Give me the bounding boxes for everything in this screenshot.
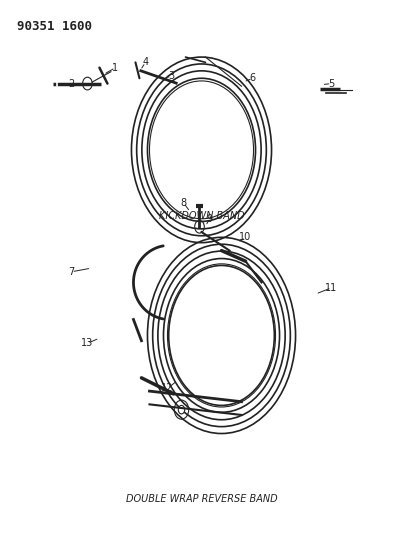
Text: DOUBLE WRAP REVERSE BAND: DOUBLE WRAP REVERSE BAND <box>126 494 277 504</box>
Text: KICKDOWN BAND: KICKDOWN BAND <box>159 211 244 221</box>
Text: 10: 10 <box>239 232 251 243</box>
Text: 2: 2 <box>68 78 75 88</box>
Text: 7: 7 <box>68 267 75 277</box>
Text: 5: 5 <box>328 78 335 88</box>
Text: 6: 6 <box>250 73 256 83</box>
Circle shape <box>178 406 185 414</box>
Text: 4: 4 <box>142 58 149 67</box>
Text: 1: 1 <box>112 63 118 72</box>
Text: 9: 9 <box>206 214 212 224</box>
Text: 11: 11 <box>326 282 338 293</box>
Text: 90351 1600: 90351 1600 <box>17 20 92 33</box>
Text: 12: 12 <box>161 383 174 393</box>
Text: 8: 8 <box>181 198 187 208</box>
Text: 13: 13 <box>81 338 93 349</box>
Text: 3: 3 <box>168 70 174 80</box>
